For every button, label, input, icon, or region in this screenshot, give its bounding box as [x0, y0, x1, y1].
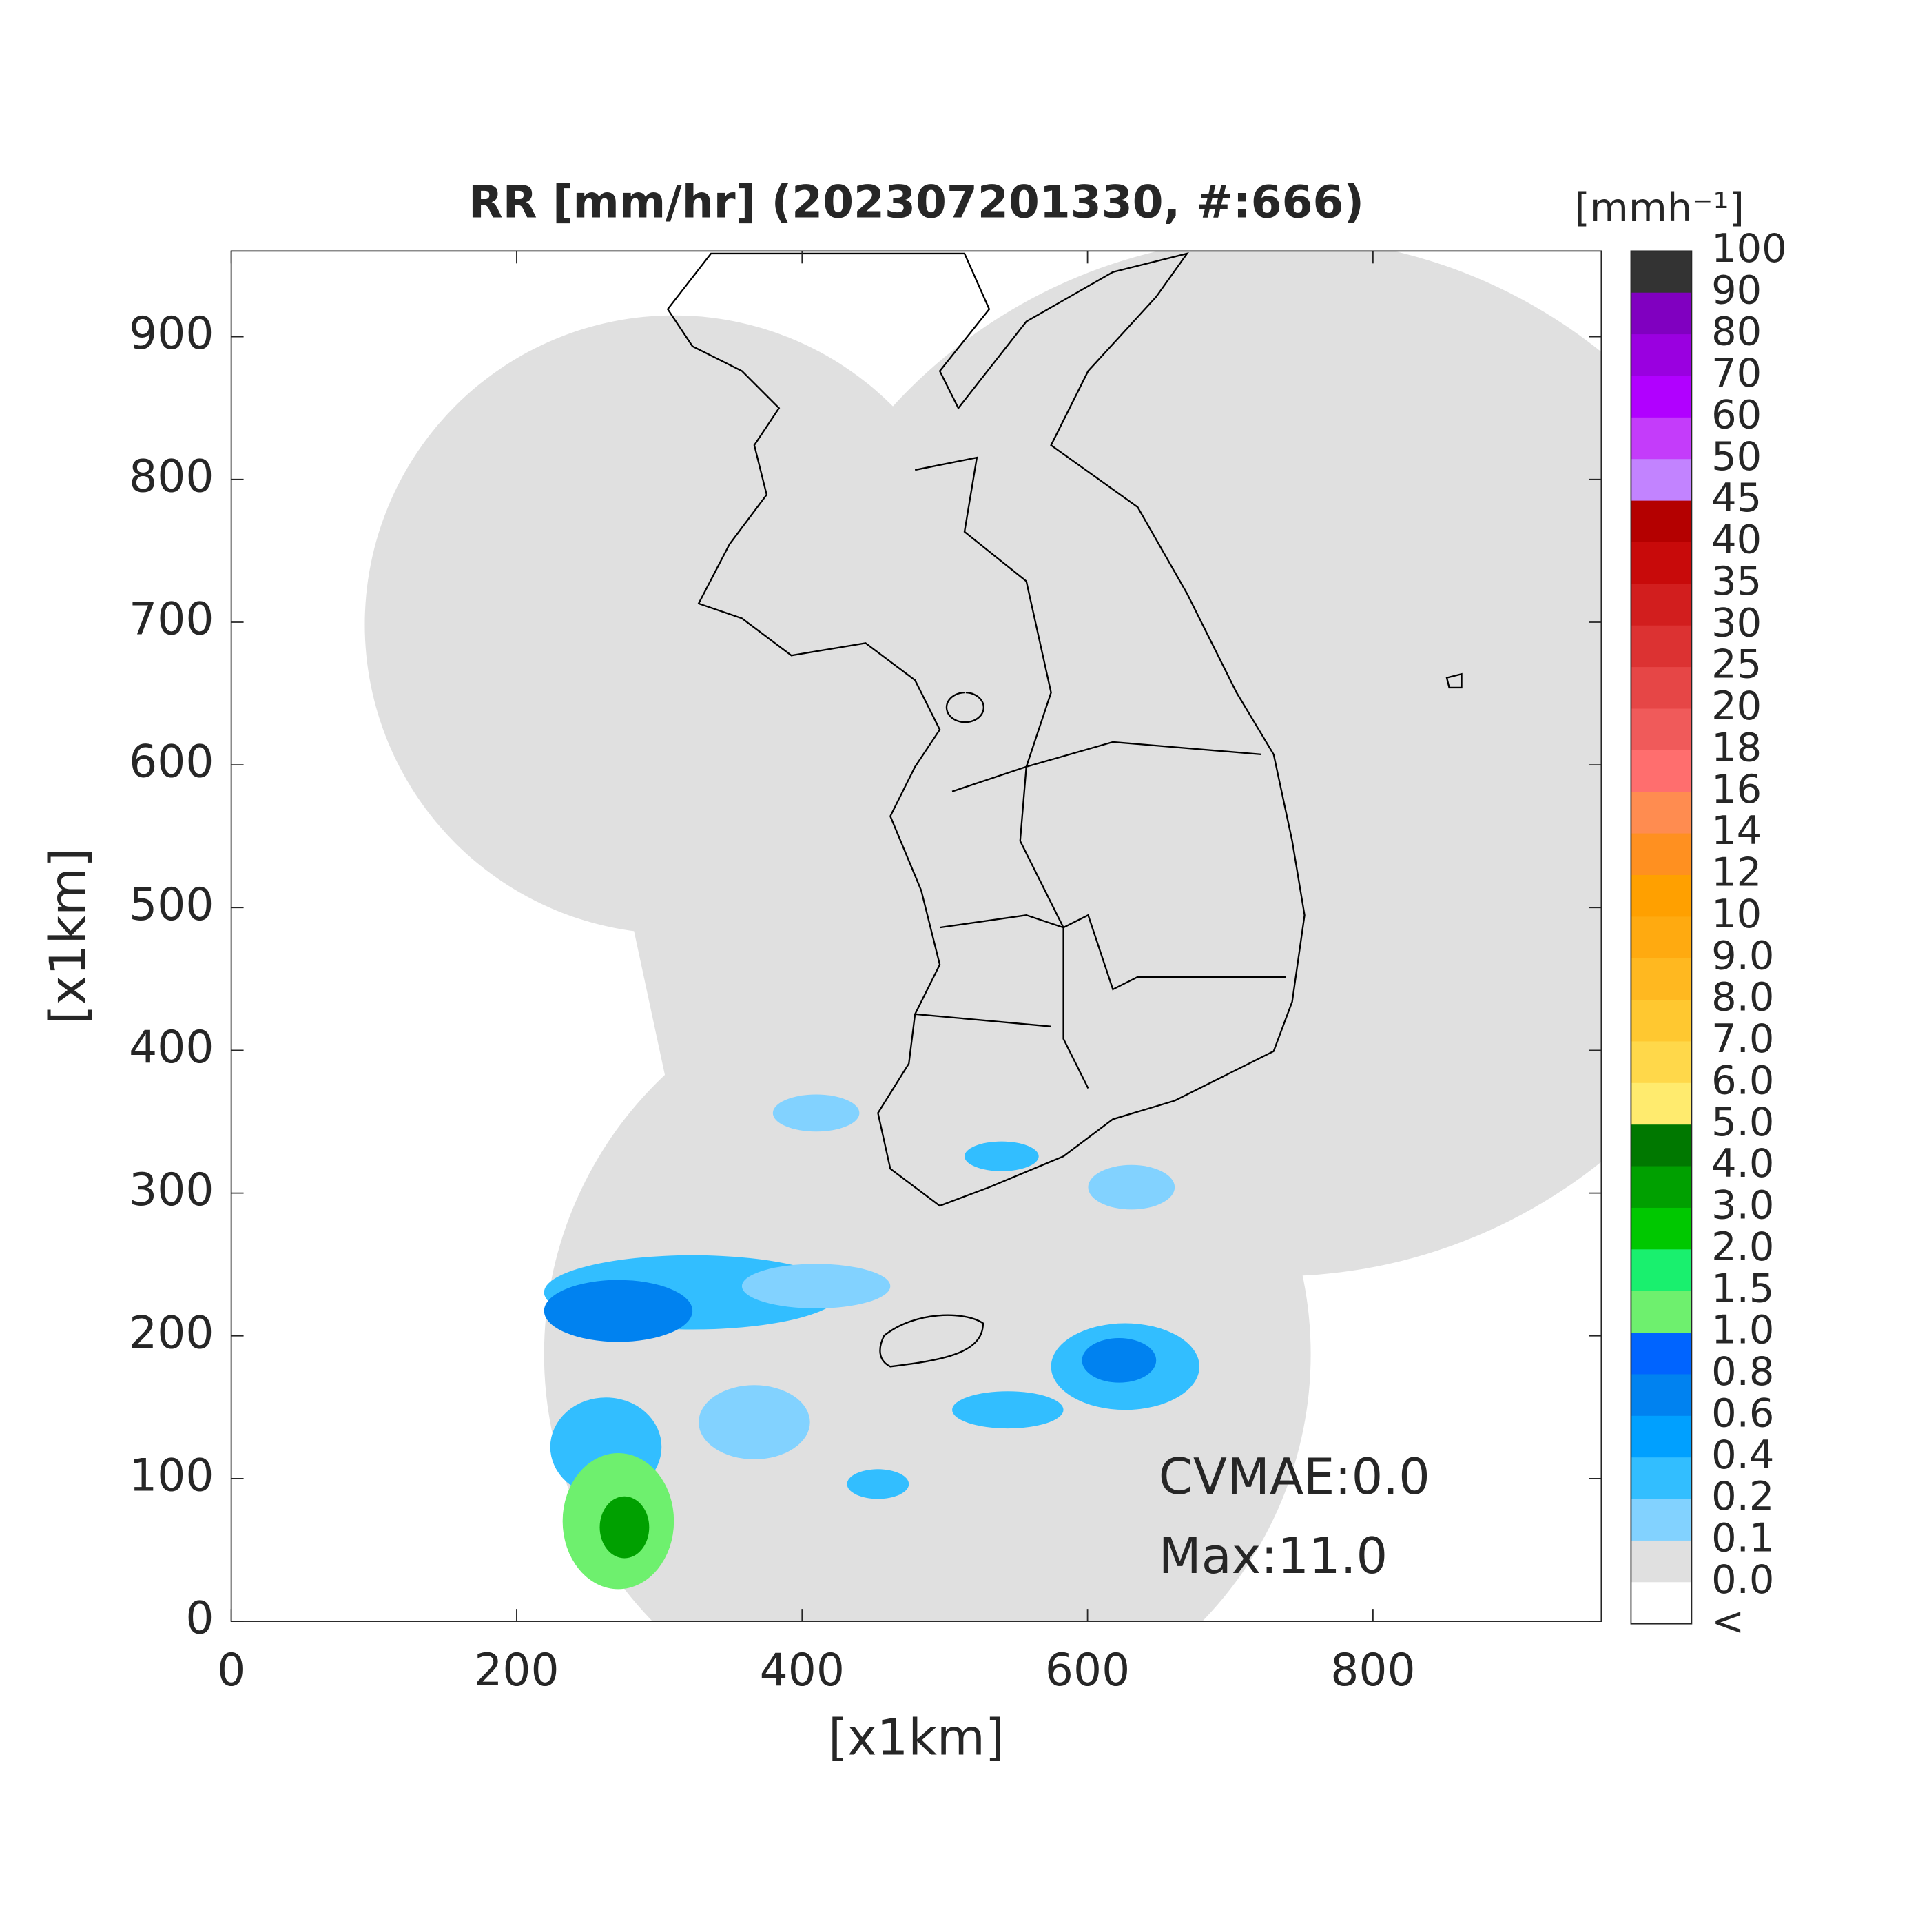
colorbar-frame — [1630, 250, 1693, 1625]
colorbar-swatch — [1631, 667, 1692, 710]
coastline — [666, 252, 1463, 1368]
y-tick-label: 300 — [129, 1164, 214, 1216]
colorbar-swatch — [1631, 874, 1692, 918]
colorbar-swatch — [1631, 1041, 1692, 1084]
colorbar-label: 6.0 — [1711, 1057, 1774, 1103]
colorbar-swatch — [1631, 1207, 1692, 1251]
colorbar-label: 3.0 — [1711, 1182, 1774, 1229]
colorbar-swatch — [1631, 417, 1692, 460]
colorbar-label: 60 — [1711, 391, 1762, 438]
colorbar-label: 25 — [1711, 641, 1762, 688]
colorbar-swatch — [1631, 1124, 1692, 1167]
colorbar-swatch — [1631, 376, 1692, 418]
colorbar-label: 0.2 — [1711, 1473, 1774, 1519]
colorbar-label: 80 — [1711, 309, 1762, 355]
chart-title: RR [mm/hr] (202307201330, #:666) — [468, 177, 1364, 229]
colorbar-label: 4.0 — [1711, 1140, 1774, 1186]
colorbar-label: 9.0 — [1711, 932, 1774, 978]
colorbar-label: 35 — [1711, 558, 1762, 604]
colorbar-swatch — [1631, 1374, 1692, 1417]
colorbar-label: 45 — [1711, 475, 1762, 521]
colorbar-label: 18 — [1711, 724, 1762, 770]
colorbar-swatch — [1631, 833, 1692, 876]
y-tick-label: 0 — [185, 1593, 214, 1645]
colorbar-label: 0.1 — [1711, 1515, 1774, 1561]
colorbar-swatch — [1631, 958, 1692, 1000]
colorbar-label: 90 — [1711, 267, 1762, 313]
colorbar-swatch — [1631, 625, 1692, 668]
colorbar-swatch — [1631, 584, 1692, 626]
colorbar-swatch — [1631, 542, 1692, 585]
colorbar-swatch — [1631, 1582, 1692, 1625]
colorbar-label: 0.4 — [1711, 1432, 1774, 1478]
colorbar-swatch — [1631, 459, 1692, 502]
y-tick-label: 800 — [129, 451, 214, 502]
y-tick-label: 100 — [129, 1450, 214, 1501]
colorbar-label: 7.0 — [1711, 1016, 1774, 1062]
colorbar-swatch — [1631, 1166, 1692, 1209]
colorbar-label: 40 — [1711, 517, 1762, 563]
colorbar-swatch — [1631, 292, 1692, 336]
colorbar-label: 8.0 — [1711, 974, 1774, 1020]
colorbar-label: 14 — [1711, 808, 1762, 854]
colorbar-swatch — [1631, 1333, 1692, 1375]
x-tick-label: 0 — [217, 1645, 245, 1696]
colorbar-unit: [mmh⁻¹] — [1575, 185, 1744, 231]
rain — [544, 1094, 1200, 1590]
colorbar-swatch — [1631, 1415, 1692, 1459]
y-tick-label: 500 — [129, 879, 214, 931]
colorbar-label: 30 — [1711, 599, 1762, 646]
colorbar-swatch — [1631, 1457, 1692, 1500]
radar-field — [364, 251, 1602, 1622]
annotation: CVMAE:0.0 — [1159, 1448, 1430, 1505]
colorbar-swatch — [1631, 916, 1692, 959]
plot-frame — [230, 250, 1602, 1622]
colorbar-label: 0.0 — [1711, 1556, 1774, 1603]
colorbar-swatch — [1631, 334, 1692, 377]
colorbar-swatch — [1631, 1499, 1692, 1541]
colorbar-swatch — [1631, 500, 1692, 543]
colorbar-swatch — [1631, 750, 1692, 793]
colorbar-swatch — [1631, 251, 1692, 294]
colorbar-label: 1.0 — [1711, 1307, 1774, 1353]
colorbar-label: 100 — [1711, 225, 1787, 271]
x-axis-label: [x1km] — [828, 1709, 1004, 1767]
colorbar-label: 0.8 — [1711, 1348, 1774, 1395]
y-axis-label: [x1km] — [39, 848, 97, 1025]
colorbar-swatch — [1631, 1000, 1692, 1042]
y-tick-label: 200 — [129, 1307, 214, 1359]
colorbar-swatch — [1631, 1540, 1692, 1583]
colorbar-label: 2.0 — [1711, 1224, 1774, 1270]
x-tick-label: 400 — [760, 1645, 845, 1696]
colorbar-label: 70 — [1711, 350, 1762, 396]
colorbar-label: 20 — [1711, 683, 1762, 729]
x-tick-label: 600 — [1045, 1645, 1130, 1696]
y-tick-label: 700 — [129, 594, 214, 646]
colorbar-label: 1.5 — [1711, 1265, 1774, 1311]
colorbar-label: 5.0 — [1711, 1099, 1774, 1145]
y-tick-label: 400 — [129, 1022, 214, 1073]
x-tick-label: 200 — [474, 1645, 559, 1696]
annotation: Max:11.0 — [1159, 1527, 1388, 1585]
colorbar-label: 12 — [1711, 850, 1762, 896]
colorbar-swatch — [1631, 1082, 1692, 1126]
colorbar-swatch — [1631, 1291, 1692, 1333]
y-tick-label: 600 — [129, 737, 214, 788]
colorbar-swatch — [1631, 708, 1692, 751]
colorbar-label: 10 — [1711, 891, 1762, 937]
colorbar-label: 16 — [1711, 766, 1762, 812]
colorbar-swatch — [1631, 1249, 1692, 1292]
colorbar-label: 0.6 — [1711, 1390, 1774, 1436]
x-tick-label: 800 — [1330, 1645, 1415, 1696]
colorbar-label: 50 — [1711, 433, 1762, 480]
colorbar-swatch — [1631, 792, 1692, 834]
y-tick-label: 900 — [129, 308, 214, 360]
colorbar-label: < — [1711, 1598, 1744, 1644]
